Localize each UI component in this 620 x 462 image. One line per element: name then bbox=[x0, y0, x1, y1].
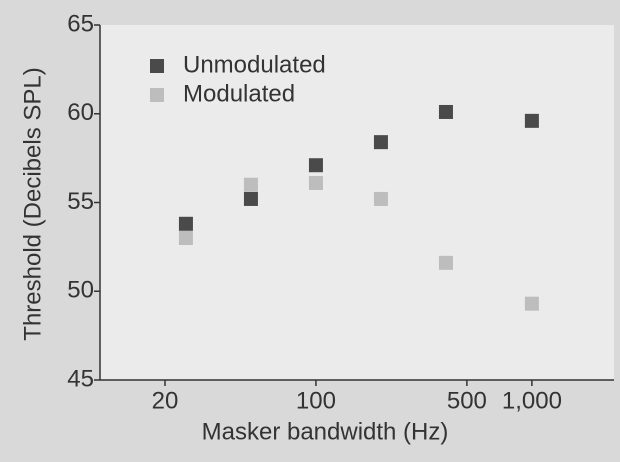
point bbox=[524, 113, 539, 128]
y-tick-label: 65 bbox=[67, 10, 94, 37]
y-tick-label: 55 bbox=[67, 188, 94, 215]
point bbox=[524, 296, 539, 311]
legend-swatch bbox=[150, 59, 164, 73]
y-tick-label: 45 bbox=[67, 365, 94, 392]
point bbox=[243, 177, 258, 192]
x-tick-label: 500 bbox=[447, 387, 487, 414]
point bbox=[373, 191, 388, 206]
point bbox=[438, 255, 453, 270]
point bbox=[178, 216, 193, 231]
x-tick-label: 100 bbox=[296, 387, 336, 414]
x-tick-label: 1,000 bbox=[502, 387, 562, 414]
legend-label: Modulated bbox=[183, 80, 295, 107]
y-tick-label: 50 bbox=[67, 277, 94, 304]
y-axis-label: Threshold (Decibels SPL) bbox=[19, 67, 46, 340]
plot-area bbox=[100, 25, 614, 380]
point bbox=[308, 158, 323, 173]
legend-label: Unmodulated bbox=[183, 51, 326, 78]
point bbox=[438, 104, 453, 119]
legend-swatch bbox=[150, 88, 164, 102]
x-tick-label: 20 bbox=[152, 387, 179, 414]
y-tick-label: 60 bbox=[67, 99, 94, 126]
point bbox=[373, 135, 388, 150]
point bbox=[308, 175, 323, 190]
point bbox=[178, 231, 193, 245]
point bbox=[243, 191, 258, 206]
x-axis-label: Masker bandwidth (Hz) bbox=[202, 418, 449, 445]
